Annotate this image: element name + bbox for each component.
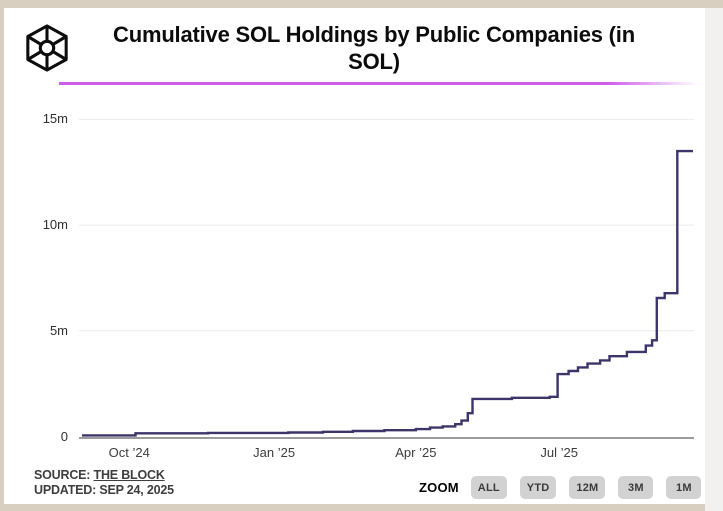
sol-holdings-chart-plot-area[interactable]: 0 5m 10m 15m Oct ’24 Jan ’25 Apr ’25 Jul ’25 [4,92,723,464]
source-block: SOURCE: THE BLOCK UPDATED: SEP 24, 2025 [34,468,174,498]
zoom-button-group: ALL YTD 12M 3M 1M [470,476,702,499]
x-axis-tick-label: Jan ’25 [253,444,296,460]
zoom-button-ytd[interactable]: YTD [519,476,557,499]
y-axis-tick-label: 5m [49,322,68,338]
zoom-button-12m[interactable]: 12M [569,476,606,499]
page-background-strip [705,8,723,511]
zoom-button-all[interactable]: ALL [470,476,507,499]
x-axis-tick-label: Jul ’25 [540,444,578,460]
chart-card: Cumulative SOL Holdings by Public Compan… [4,8,705,504]
chart-title: Cumulative SOL Holdings by Public Compan… [113,22,635,74]
zoom-button-1m[interactable]: 1M [666,476,702,499]
zoom-label: ZOOM [419,480,459,495]
x-axis-tick-label: Apr ’25 [395,444,437,460]
source-label: SOURCE: [34,468,91,482]
the-block-logo-icon [26,24,68,72]
y-axis-tick-label: 10m [42,217,68,233]
y-axis-tick-label: 15m [42,111,68,127]
y-axis-tick-label: 0 [60,428,68,444]
source-link[interactable]: THE BLOCK [93,468,165,482]
title-divider [59,82,704,85]
zoom-controls: ZOOM ALL YTD 12M 3M 1M [419,476,702,499]
line-chart-canvas [79,118,694,439]
x-axis-tick-label: Oct ’24 [108,444,150,460]
updated-label: UPDATED: SEP 24, 2025 [34,483,174,497]
sol-holdings-series-line [82,149,693,437]
zoom-button-3m[interactable]: 3M [618,476,654,499]
